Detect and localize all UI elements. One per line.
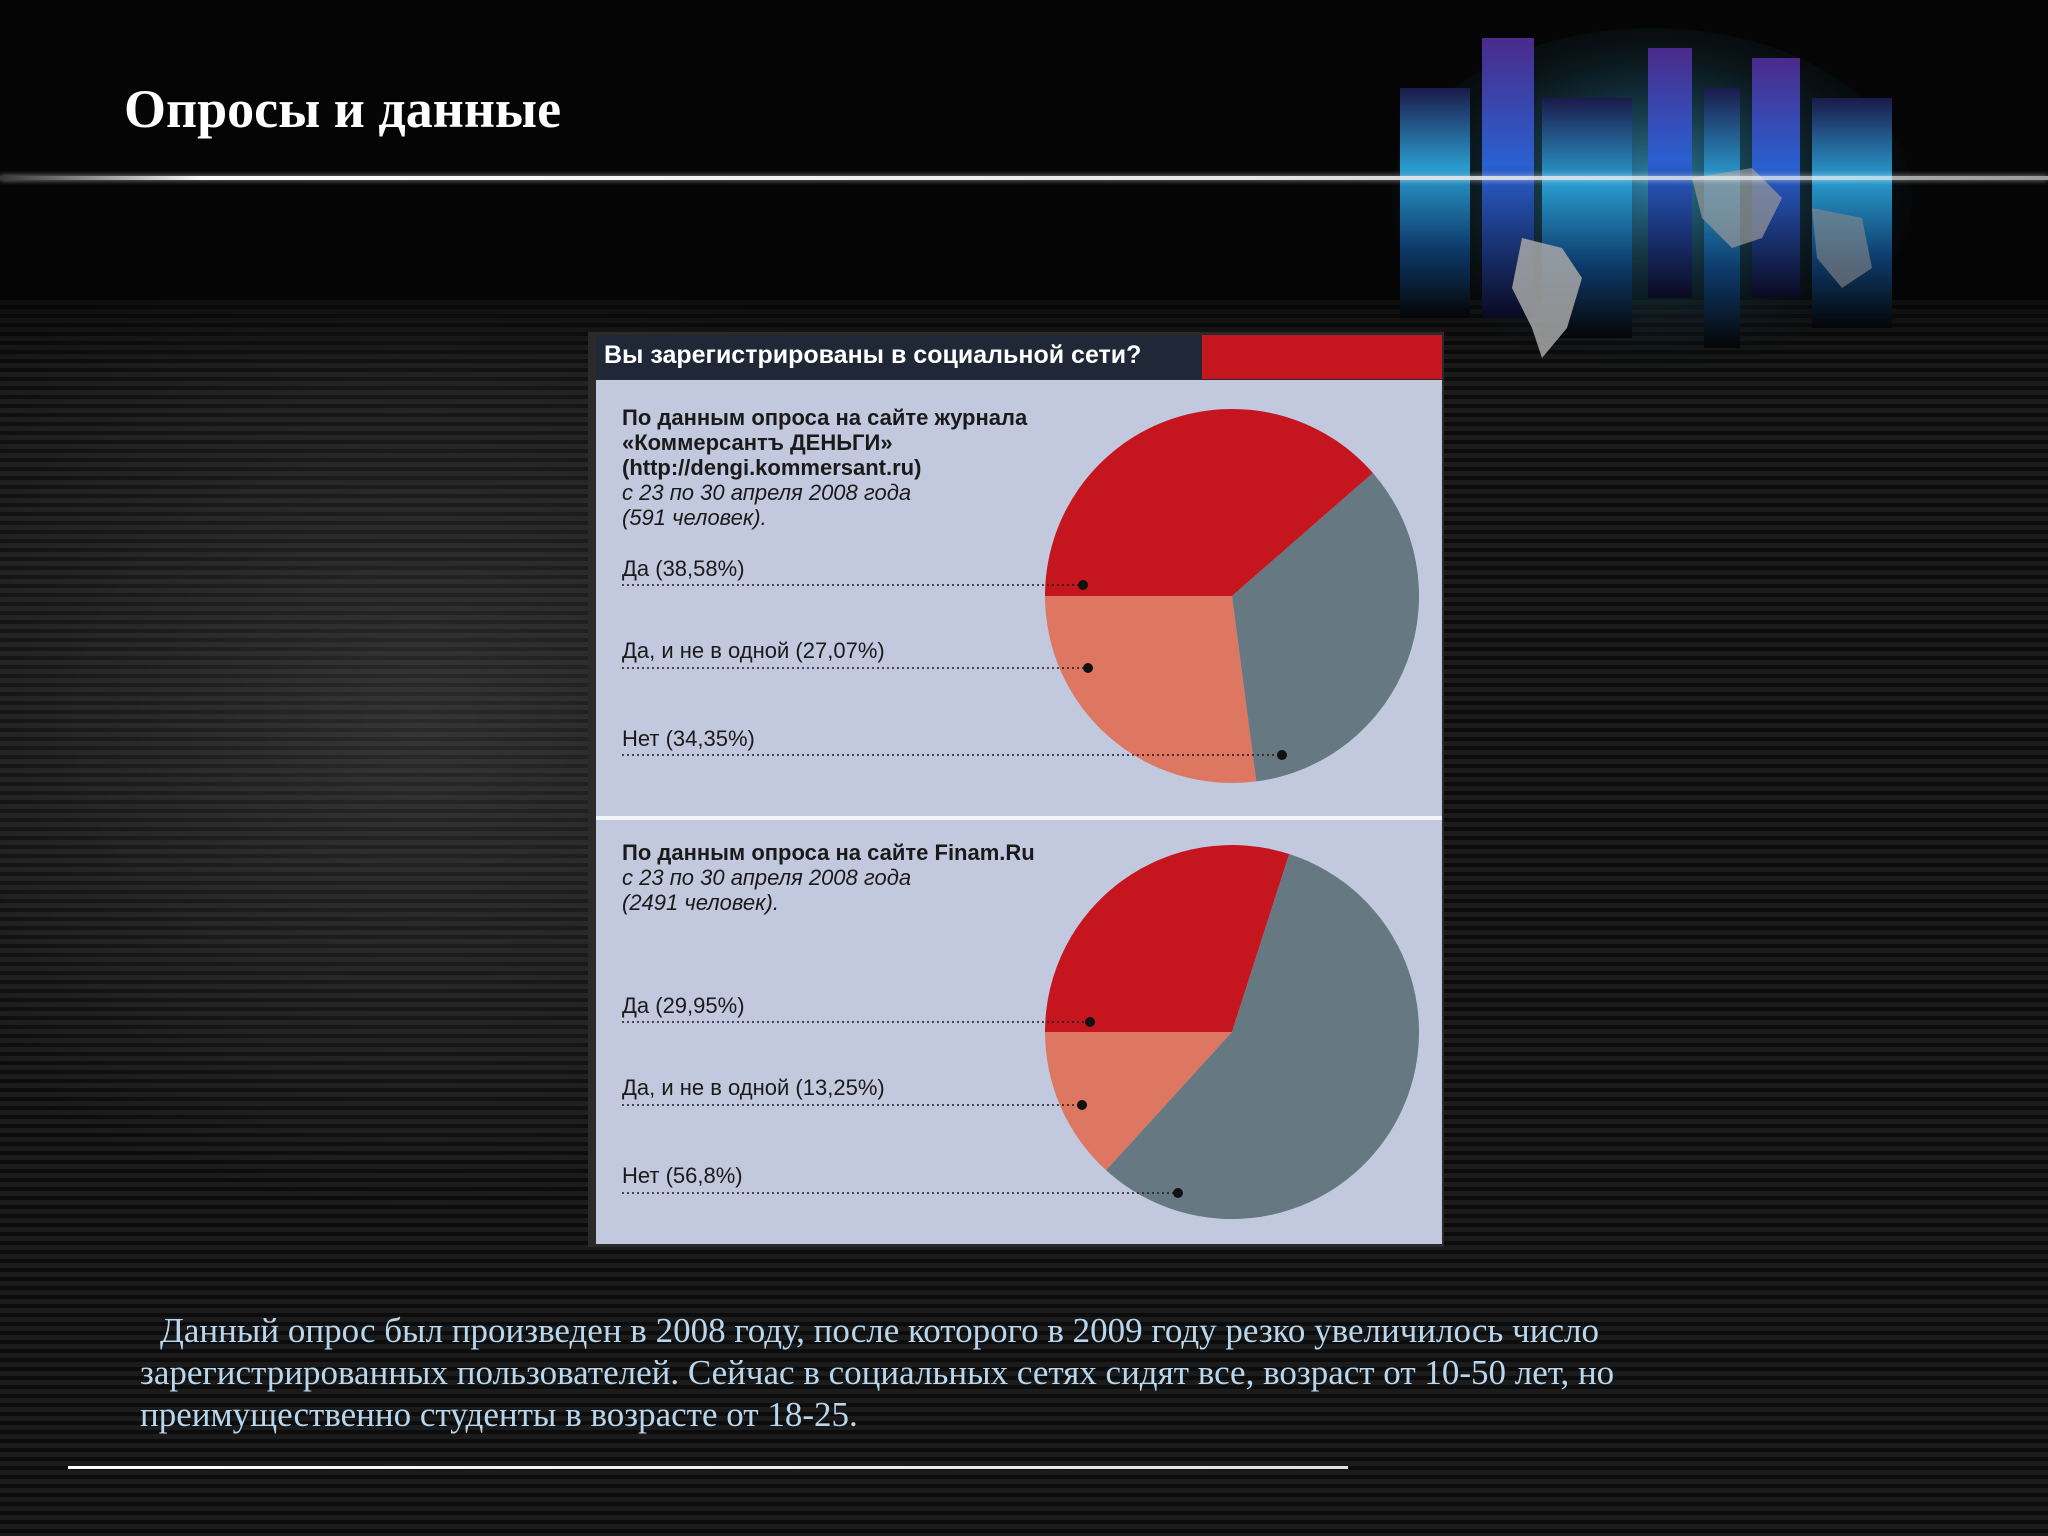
panel-divider xyxy=(596,816,1442,820)
title-divider xyxy=(0,176,2048,180)
survey-2-period: с 23 по 30 апреля 2008 года xyxy=(622,865,912,890)
chart-title: Вы зарегистрированы в социальной сети? xyxy=(604,341,1142,369)
survey-1-sample: (591 человек). xyxy=(622,505,767,530)
slide-title: Опросы и данные xyxy=(124,79,562,139)
body-text: Данный опрос был произведен в 2008 году,… xyxy=(140,1311,1615,1434)
survey-2-label-no: Нет (56,8%) xyxy=(622,1163,743,1188)
survey-1-period: с 23 по 30 апреля 2008 года xyxy=(622,480,912,505)
survey-2-label-yes-many: Да, и не в одной (13,25%) xyxy=(622,1075,885,1100)
survey-1-source-line: (http://dengi.kommersant.ru) xyxy=(622,455,922,480)
bottom-divider xyxy=(68,1466,1348,1469)
chart-header-accent xyxy=(1202,335,1442,379)
survey-2-source-line: По данным опроса на сайте Finam.Ru xyxy=(622,840,1035,865)
survey-1-source-line: По данным опроса на сайте журнала xyxy=(622,405,1028,430)
survey-1-label-yes: Да (38,58%) xyxy=(622,556,745,581)
survey-1-source: По данным опроса на сайте журнала «Комме… xyxy=(622,405,1027,530)
survey-1-source-line: «Коммерсантъ ДЕНЬГИ» xyxy=(622,430,893,455)
world-globe-image xyxy=(1392,28,1912,368)
survey-1-label-no: Нет (34,35%) xyxy=(622,726,755,751)
survey-2-label-yes: Да (29,95%) xyxy=(622,993,745,1018)
survey-2-sample: (2491 человек). xyxy=(622,890,779,915)
survey-1-label-yes-many: Да, и не в одной (27,07%) xyxy=(622,638,885,663)
survey-2-source: По данным опроса на сайте Finam.Ru с 23 … xyxy=(622,840,1035,915)
